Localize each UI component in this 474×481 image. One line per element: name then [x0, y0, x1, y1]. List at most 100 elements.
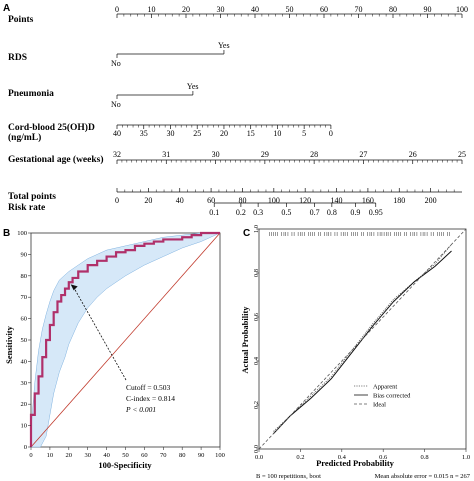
- continuous-tick-label: 29: [261, 150, 269, 159]
- calibration-y-tick-label: 0.4: [253, 356, 260, 365]
- points-tick-label: 100: [456, 5, 468, 14]
- total-points-tick-label: 160: [362, 196, 374, 205]
- continuous-tick-label: 25: [458, 150, 466, 159]
- roc-x-tick-label: 80: [179, 452, 186, 459]
- roc-x-tick-label: 10: [47, 452, 54, 459]
- legend-label: Ideal: [373, 402, 386, 409]
- nomogram-row-label: Total points: [8, 192, 56, 202]
- roc-y-tick-label: 0: [24, 444, 27, 451]
- roc-y-tick-label: 50: [21, 337, 28, 344]
- panel-label-b: B: [3, 228, 10, 239]
- calibration-x-tick-label: 0.2: [296, 454, 304, 461]
- continuous-tick-label: 30: [212, 150, 220, 159]
- panel-label-c: C: [243, 228, 250, 239]
- continuous-tick-label: 30: [166, 129, 174, 138]
- roc-panel: B 00 10 10 20 20 30 30 40 40 50 50 60 60 70 70 80 80 90 90…: [3, 228, 225, 470]
- points-tick-label: 0: [115, 5, 119, 14]
- calibration-plot-frame: [258, 228, 467, 450]
- cutoff-arrowhead: [70, 284, 78, 291]
- points-tick-label: 60: [320, 5, 328, 14]
- calibration-y-tick-label: 0.2: [253, 401, 260, 409]
- risk-tick-label: 0.5: [281, 208, 291, 217]
- calibration-y-tick-label: 0.6: [253, 312, 260, 321]
- categorical-level-label: No: [111, 59, 121, 68]
- continuous-tick-label: 0: [329, 129, 333, 138]
- categorical-level-label: Yes: [218, 41, 230, 50]
- nomogram-row-label: Cord-blood 25(OH)D: [8, 122, 95, 133]
- roc-y-tick-label: 60: [21, 316, 28, 323]
- roc-y-tick-label: 30: [21, 380, 28, 387]
- continuous-tick-label: 20: [220, 129, 228, 138]
- continuous-tick-label: 25: [193, 129, 201, 138]
- roc-x-tick-label: 30: [84, 452, 91, 459]
- roc-y-tick-label: 90: [21, 251, 28, 258]
- cindex-annotation: C-index = 0.814: [126, 394, 175, 403]
- calibration-y-tick-label: 0.0: [253, 445, 260, 453]
- nomogram-row-label: Gestational age (weeks): [8, 154, 104, 165]
- cutoff-annotation: Cutoff = 0.503: [126, 383, 171, 392]
- risk-tick-label: 0.8: [327, 208, 337, 217]
- total-points-tick-label: 60: [207, 196, 215, 205]
- points-tick-label: 10: [148, 5, 156, 14]
- continuous-tick-label: 40: [113, 129, 121, 138]
- calibration-y-tick-label: 1.0: [253, 225, 260, 233]
- points-tick-label: 70: [355, 5, 363, 14]
- roc-x-tick-label: 60: [141, 452, 148, 459]
- risk-tick-label: 0.7: [310, 208, 320, 217]
- points-tick-label: 40: [251, 5, 259, 14]
- continuous-tick-label: 32: [113, 150, 121, 159]
- points-tick-label: 80: [389, 5, 397, 14]
- cutoff-arrow: [73, 287, 127, 381]
- total-points-tick-label: 20: [144, 196, 152, 205]
- continuous-tick-label: 10: [273, 129, 281, 138]
- nomogram-row-label: RDS: [8, 53, 27, 63]
- roc-y-tick-label: 70: [21, 294, 28, 301]
- risk-tick-label: 0.2: [236, 208, 246, 217]
- continuous-tick-label: 27: [359, 150, 367, 159]
- calibration-x-tick-label: 0.8: [421, 454, 429, 461]
- roc-reference-line: [30, 232, 221, 448]
- p-annotation: P < 0.001: [125, 405, 156, 414]
- roc-y-tick-label: 80: [21, 273, 28, 280]
- categorical-level-label: Yes: [187, 82, 199, 91]
- roc-y-tick-label: 10: [21, 423, 28, 430]
- calibration-y-axis-title: Actual Probability: [240, 306, 250, 374]
- total-points-tick-label: 180: [393, 196, 405, 205]
- points-tick-label: 20: [182, 5, 190, 14]
- panel-label-a: A: [3, 3, 10, 14]
- nomogram-row-label: Pneumonia: [8, 89, 54, 99]
- calibration-x-axis-title: Predicted Probability: [316, 458, 395, 468]
- roc-x-tick-label: 50: [122, 452, 129, 459]
- total-points-tick-label: 40: [176, 196, 184, 205]
- calibration-footer-left: B = 100 repetitions, boot: [256, 473, 321, 480]
- roc-x-axis-title: 100-Specificity: [98, 460, 152, 470]
- calibration-footer-right: Mean absolute error = 0.015 n = 267: [375, 473, 471, 480]
- legend-label: Bias corrected: [373, 393, 411, 400]
- points-tick-label: 90: [424, 5, 432, 14]
- calibration-series-line: [258, 228, 467, 450]
- risk-tick-label: 0.95: [369, 208, 383, 217]
- calibration-x-tick-label: 0.6: [379, 454, 388, 461]
- total-points-tick-label: 120: [299, 196, 311, 205]
- risk-tick-label: 0.9: [350, 208, 360, 217]
- total-points-tick-label: 100: [268, 196, 280, 205]
- calibration-x-tick-label: 1.0: [462, 454, 470, 461]
- roc-x-tick-label: 90: [198, 452, 205, 459]
- roc-x-tick-label: 70: [160, 452, 167, 459]
- roc-x-tick-label: 40: [103, 452, 110, 459]
- roc-x-tick-label: 0: [29, 452, 32, 459]
- categorical-level-label: No: [111, 100, 121, 109]
- points-tick-label: 50: [286, 5, 294, 14]
- calibration-panel: C 0.00.0 0.2 0.2 0.4 0.4 0.6 0.6 0.8 0.8 1.0 1.0 A…: [240, 225, 471, 480]
- calibration-x-tick-label: 0.4: [338, 454, 347, 461]
- nomogram-row-label-units: (ng/mL): [8, 132, 41, 143]
- roc-y-tick-label: 40: [21, 358, 28, 365]
- total-points-tick-label: 200: [425, 196, 437, 205]
- nomogram-row-label: Risk rate: [8, 203, 45, 213]
- roc-y-axis-title: Sensitivity: [4, 325, 14, 364]
- roc-x-tick-label: 20: [66, 452, 73, 459]
- continuous-tick-label: 35: [140, 129, 148, 138]
- calibration-y-tick-label: 0.8: [253, 269, 260, 277]
- risk-tick-label: 0.1: [209, 208, 219, 217]
